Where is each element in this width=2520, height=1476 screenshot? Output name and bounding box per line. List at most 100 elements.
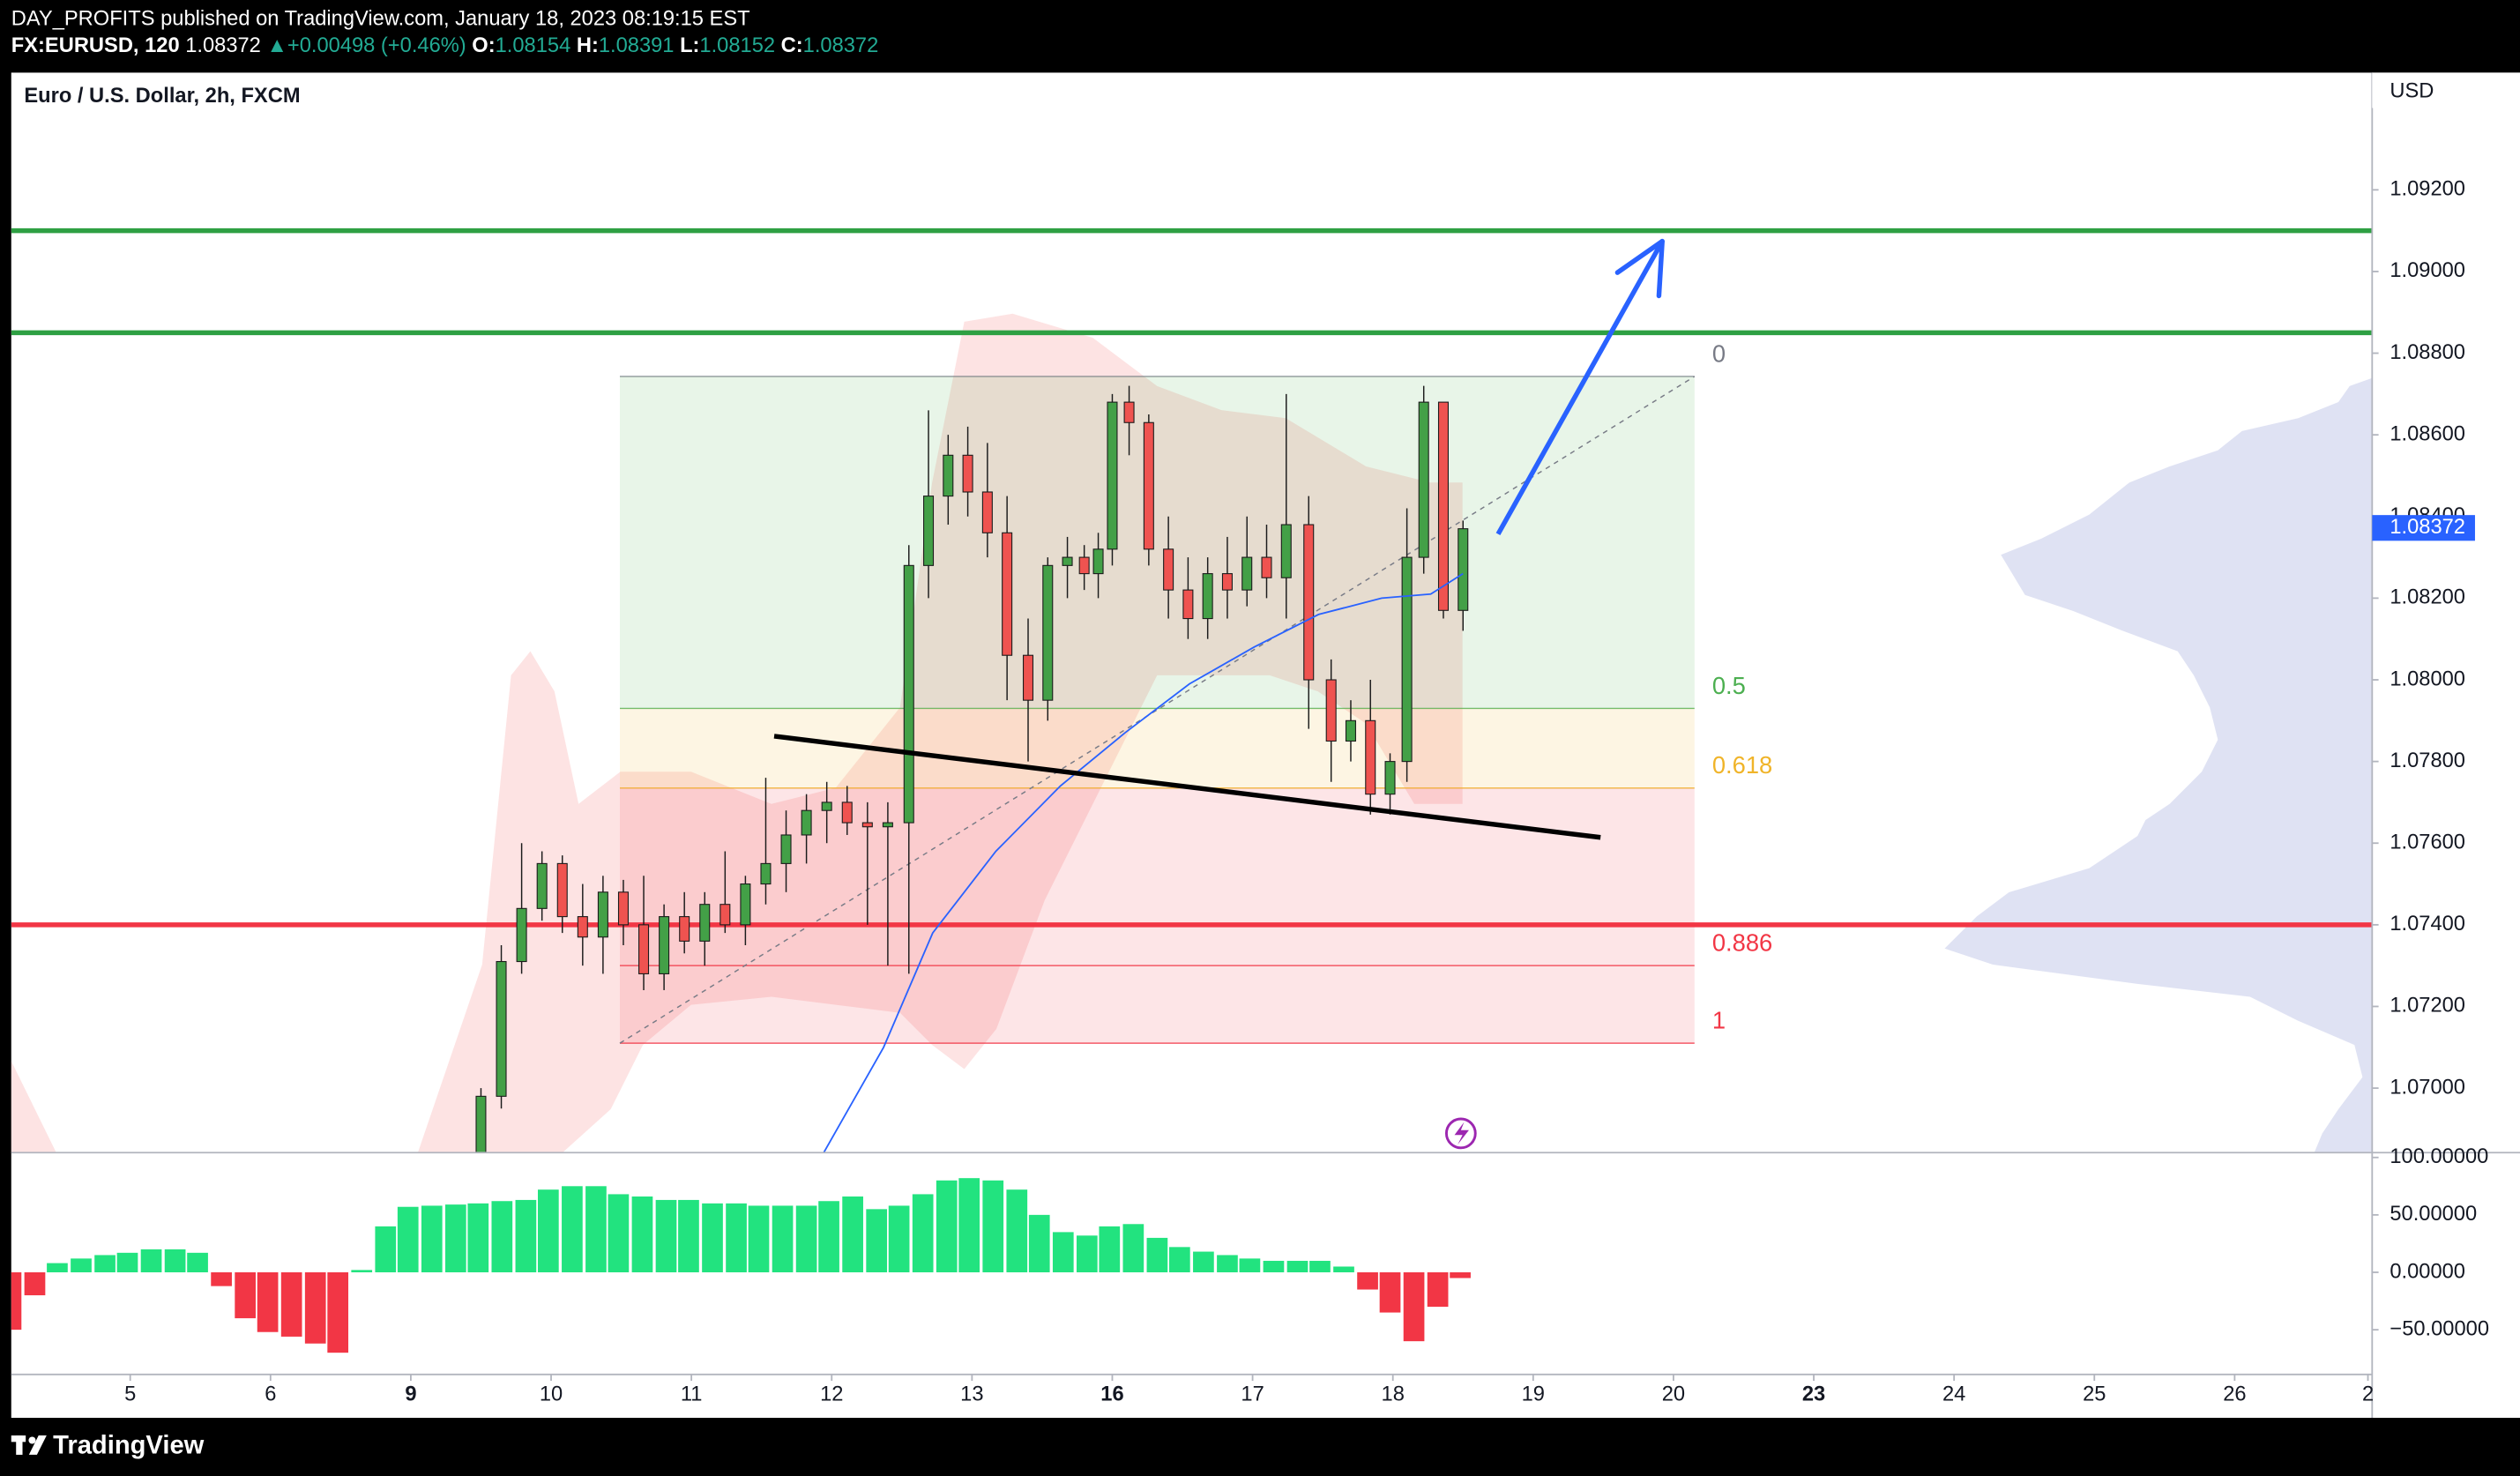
histogram-bar (842, 1196, 863, 1272)
histogram-bar (140, 1249, 162, 1272)
candle-body (1062, 556, 1073, 566)
x-tick-label: 19 (1522, 1383, 1545, 1406)
fib-label: 0.5 (1712, 672, 1746, 699)
histogram-bar (235, 1271, 257, 1319)
histogram-bar (257, 1271, 279, 1332)
histogram-bar (1403, 1271, 1425, 1342)
histogram-bar (818, 1201, 839, 1272)
histogram-bar (1379, 1271, 1401, 1313)
candle-body (1241, 556, 1253, 591)
fib-label: 1 (1712, 1007, 1726, 1034)
arrow-head (1614, 238, 1665, 275)
fib-label: 0.618 (1712, 751, 1772, 779)
symbol-line: FX:EURUSD, 120 1.08372 ▲+0.00498 (+0.46%… (11, 35, 879, 58)
histogram-bar (1309, 1260, 1331, 1272)
histogram-bar (1099, 1226, 1121, 1272)
candle-body (1022, 654, 1034, 701)
x-tick-label: 23 (1802, 1383, 1825, 1406)
candle-body (923, 496, 935, 566)
candle-body (740, 883, 751, 926)
decorations (11, 313, 2373, 1153)
y-tick-label: 0.00000 (2390, 1260, 2465, 1283)
ohlc-key: C: (781, 35, 803, 58)
candle-body (1078, 556, 1090, 575)
fib-zone (619, 787, 1695, 966)
candle-body (556, 862, 568, 918)
fib-diagonal (619, 376, 1696, 1044)
candle-body (1163, 548, 1174, 591)
x-tick-label: 9 (405, 1383, 416, 1406)
histogram-bar (1052, 1232, 1074, 1272)
histogram-bar (1450, 1271, 1471, 1278)
histogram-bar (116, 1252, 138, 1272)
histogram-bar (1357, 1271, 1378, 1290)
ohlc-key: L: (680, 35, 699, 58)
histogram-bar (631, 1196, 653, 1272)
y-tick-label: 1.08600 (2390, 422, 2465, 445)
candle-body (638, 924, 650, 974)
last-price: 1.08372 (185, 35, 261, 58)
candle-body (496, 960, 507, 1097)
candle-body (1002, 532, 1013, 656)
histogram-bar (1427, 1271, 1449, 1308)
histogram-bar (1122, 1224, 1144, 1272)
histogram-bar (982, 1180, 1004, 1272)
candle-body (1107, 401, 1118, 550)
x-tick-label: 16 (1100, 1383, 1123, 1406)
candle-body (882, 822, 893, 828)
x-tick-label: 26 (2223, 1383, 2246, 1406)
histogram-bar (608, 1194, 630, 1272)
forecast-arrow (1495, 240, 1665, 536)
fib-label: 0.886 (1712, 929, 1772, 957)
fib-zone (619, 708, 1695, 788)
candle-body (1437, 401, 1449, 611)
histogram-bar (562, 1186, 583, 1272)
histogram-bar (421, 1205, 443, 1272)
histogram-bar (1169, 1247, 1190, 1272)
x-tick-label: 18 (1382, 1383, 1405, 1406)
y-tick-label: 50.00000 (2390, 1203, 2477, 1226)
candle-body (659, 916, 670, 974)
axes: 5 6 9 10 11 12 13 16 17 18 19 20 23 24 25 26 21.070001.0… (11, 72, 2520, 1419)
price-tag-label: 1.08372 (2390, 516, 2465, 539)
candle-body (597, 891, 608, 938)
moving-average (823, 572, 1464, 1153)
histogram-bar (1146, 1237, 1168, 1272)
candle-body (1345, 719, 1356, 742)
histogram-bar (280, 1271, 302, 1337)
histogram-bar (585, 1186, 607, 1272)
fib-zone (619, 965, 1695, 1044)
candle-body (943, 454, 954, 497)
candle-body (1384, 761, 1396, 795)
histogram-bar (702, 1203, 723, 1272)
histogram-bar (936, 1180, 958, 1272)
fib-label: 0 (1712, 339, 1726, 367)
histogram-bar (1193, 1251, 1214, 1272)
candle-body (1303, 524, 1315, 681)
candle-body (475, 1095, 487, 1153)
histogram-bar (467, 1203, 489, 1272)
x-tick-label: 12 (820, 1383, 843, 1406)
trendline (773, 734, 1601, 840)
candle-body (1123, 401, 1135, 423)
histogram-bar (211, 1271, 232, 1286)
price-pane: 0 0.5 0.618 0.886 1 (11, 227, 2373, 1153)
histogram-bar (1286, 1260, 1308, 1272)
legend: Euro / U.S. Dollar, 2h, FXCM (24, 85, 300, 108)
histogram-bar (537, 1189, 559, 1272)
candle-body (577, 916, 588, 938)
x-tick-label: 5 (124, 1383, 136, 1406)
x-tick-label: 25 (2083, 1383, 2106, 1406)
candle-body (617, 891, 629, 926)
histogram-bar (444, 1204, 466, 1272)
histogram-bar (24, 1271, 46, 1296)
candle-body (699, 904, 711, 942)
candle-body (1261, 556, 1272, 578)
candle-body (1042, 564, 1054, 701)
event-icon[interactable] (1444, 1117, 1477, 1150)
logo-part (28, 1436, 36, 1444)
ohlc-value: 1.08372 (803, 35, 879, 58)
ohlc-value: 1.08152 (699, 35, 775, 58)
histogram-bar (1263, 1260, 1285, 1272)
